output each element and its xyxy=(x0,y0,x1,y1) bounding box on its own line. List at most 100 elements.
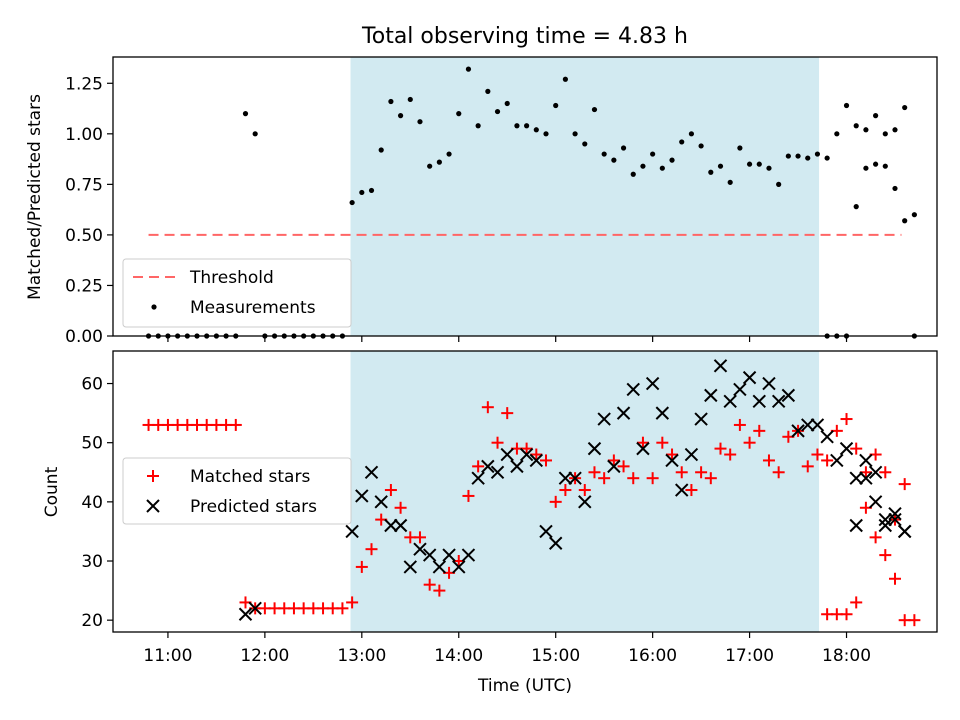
predicted-star-point xyxy=(578,495,592,509)
predicted-star-point xyxy=(684,447,699,462)
matched-star-point xyxy=(879,549,892,562)
predicted-star-point xyxy=(393,518,408,533)
matched-star-point xyxy=(869,531,882,544)
matched-star-point xyxy=(423,578,436,591)
predicted-star-point xyxy=(355,489,369,503)
predicted-star-point xyxy=(810,418,825,432)
measurement-point xyxy=(717,163,724,169)
predicted-star-point xyxy=(897,524,912,539)
bottom-legend: Matched stars Predicted stars xyxy=(122,457,352,525)
measurement-point xyxy=(368,187,375,194)
measurement-point xyxy=(572,131,578,137)
matched-legend-swatch xyxy=(147,470,159,482)
matched-star-point xyxy=(888,572,901,585)
measurement-point xyxy=(504,100,510,107)
bottom-y-tick-label: 50 xyxy=(81,434,103,454)
measurement-point xyxy=(562,76,568,82)
measurement-point xyxy=(688,131,695,137)
measurement-point xyxy=(737,145,743,151)
matched-star-point xyxy=(772,466,785,479)
predicted-star-point xyxy=(781,388,796,403)
matched-star-point xyxy=(714,442,727,455)
predicted-star-point xyxy=(597,412,611,426)
measurement-point xyxy=(427,163,433,169)
bottom-legend-box xyxy=(122,457,352,525)
measurement-point xyxy=(756,161,762,167)
predicted-star-point xyxy=(888,512,902,527)
bottom-y-tick-label: 30 xyxy=(81,552,103,572)
predicted-star-point xyxy=(500,447,514,462)
predicted-star-point xyxy=(403,560,417,574)
matched-star-point xyxy=(646,472,659,485)
bottom-y-label: Count xyxy=(42,466,62,517)
measurement-point xyxy=(485,88,491,94)
matched-star-point xyxy=(704,472,717,485)
measurement-point xyxy=(388,98,394,105)
predicted-star-point xyxy=(820,430,834,444)
x-tick-label: 12:00 xyxy=(240,646,289,666)
measurement-point xyxy=(805,155,811,161)
matched-star-point xyxy=(355,560,368,573)
measurement-point xyxy=(475,123,481,129)
bottom-y-tick-label: 20 xyxy=(81,611,103,631)
predicted-star-point xyxy=(839,441,854,456)
predicted-star-point xyxy=(626,382,640,397)
matched-star-point xyxy=(753,424,766,437)
matched-star-point xyxy=(481,401,494,414)
matched-star-point xyxy=(762,454,775,467)
matched-star-point xyxy=(850,442,863,455)
measurement-point xyxy=(543,131,549,137)
measurement-point xyxy=(679,139,685,145)
predicted-star-point xyxy=(723,394,737,408)
matched-star-point xyxy=(365,543,378,556)
predicted-star-point xyxy=(849,471,863,485)
measurement-point xyxy=(698,143,704,149)
matched-legend-label: Matched stars xyxy=(190,467,310,487)
predicted-star-point xyxy=(859,471,873,485)
predicted-star-point xyxy=(830,453,844,468)
predicted-star-point xyxy=(248,601,262,616)
predicted-legend-label: Predicted stars xyxy=(190,497,317,517)
predicted-star-point xyxy=(345,524,359,539)
predicted-star-point xyxy=(374,495,388,509)
measurement-point xyxy=(524,123,530,129)
measurement-point xyxy=(902,104,908,111)
top-axes-frame xyxy=(112,56,938,337)
predicted-star-point xyxy=(568,471,582,485)
measurement-point xyxy=(514,123,520,129)
measurement-point xyxy=(776,181,782,187)
top-y-tick-label: 0.50 xyxy=(65,226,103,246)
matched-star-point xyxy=(695,466,708,479)
matched-star-point xyxy=(850,596,863,609)
predicted-star-point xyxy=(694,412,708,426)
matched-star-point xyxy=(433,584,446,597)
x-tick-label: 13:00 xyxy=(337,646,386,666)
measurement-point xyxy=(242,111,249,117)
predicted-star-point xyxy=(801,418,815,432)
predicted-star-point xyxy=(675,483,689,497)
matched-star-point xyxy=(908,614,921,627)
measurement-point xyxy=(533,127,539,133)
matched-star-point xyxy=(501,407,514,420)
measurement-point xyxy=(834,131,840,137)
matched-star-point xyxy=(617,460,630,473)
predicted-star-point xyxy=(645,376,660,391)
top-y-tick-label: 0.75 xyxy=(65,175,103,195)
top-legend-box xyxy=(122,258,352,328)
matched-star-point xyxy=(559,484,572,497)
matched-star-point xyxy=(336,602,349,615)
matched-star-point xyxy=(346,596,359,609)
measurement-point xyxy=(873,113,879,119)
matched-star-point xyxy=(520,442,533,455)
x-tick-label: 14:00 xyxy=(434,646,483,666)
predicted-star-point xyxy=(490,465,505,479)
matched-star-point xyxy=(666,448,679,461)
predicted-star-point xyxy=(655,406,670,420)
measurement-point xyxy=(553,102,559,109)
matched-star-point xyxy=(607,454,620,467)
matched-star-point xyxy=(588,466,601,479)
predicted-legend-swatch xyxy=(146,499,160,513)
bottom-y-tick-label: 60 xyxy=(81,375,103,395)
predicted-star-point xyxy=(665,453,679,468)
